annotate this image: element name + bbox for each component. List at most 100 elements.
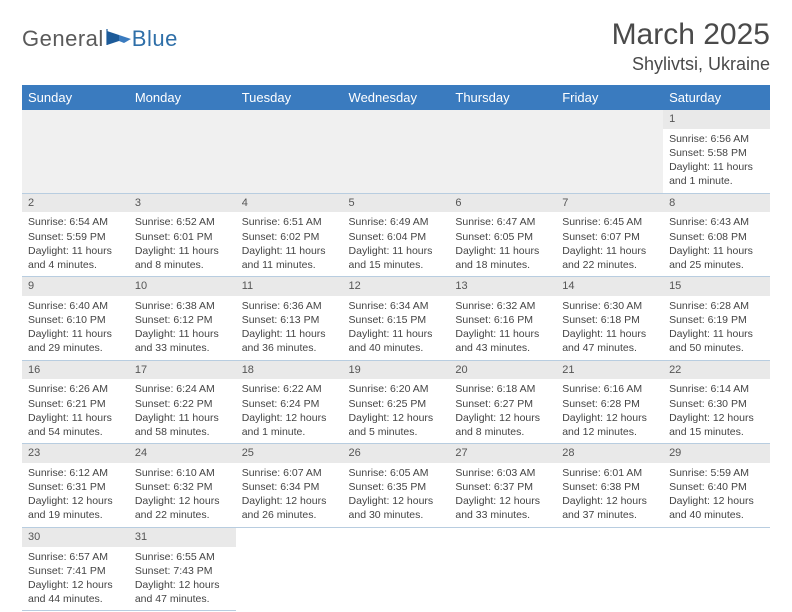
sunset-text: Sunset: 6:02 PM: [242, 230, 337, 244]
day-number: 29: [663, 444, 770, 463]
day-number: 10: [129, 277, 236, 296]
day-info: Sunrise: 6:30 AMSunset: 6:18 PMDaylight:…: [556, 296, 663, 360]
title-location: Shylivtsi, Ukraine: [612, 54, 770, 75]
daylight-text: Daylight: 11 hours and 1 minute.: [669, 160, 764, 188]
calendar-day-cell: 30Sunrise: 6:57 AMSunset: 7:41 PMDayligh…: [22, 527, 129, 611]
sunrise-text: Sunrise: 6:18 AM: [455, 382, 550, 396]
day-info: Sunrise: 6:38 AMSunset: 6:12 PMDaylight:…: [129, 296, 236, 360]
sunrise-text: Sunrise: 6:57 AM: [28, 550, 123, 564]
calendar-row: 16Sunrise: 6:26 AMSunset: 6:21 PMDayligh…: [22, 360, 770, 444]
day-number: 25: [236, 444, 343, 463]
calendar-row: 1Sunrise: 6:56 AMSunset: 5:58 PMDaylight…: [22, 110, 770, 193]
calendar-empty-cell: [22, 110, 129, 193]
calendar-day-cell: 16Sunrise: 6:26 AMSunset: 6:21 PMDayligh…: [22, 360, 129, 444]
day-info: Sunrise: 6:26 AMSunset: 6:21 PMDaylight:…: [22, 379, 129, 443]
calendar-empty-cell: [663, 527, 770, 611]
sunset-text: Sunset: 6:18 PM: [562, 313, 657, 327]
day-number: 26: [343, 444, 450, 463]
day-info: Sunrise: 6:24 AMSunset: 6:22 PMDaylight:…: [129, 379, 236, 443]
daylight-text: Daylight: 11 hours and 58 minutes.: [135, 411, 230, 439]
sunset-text: Sunset: 6:24 PM: [242, 397, 337, 411]
calendar-day-cell: 10Sunrise: 6:38 AMSunset: 6:12 PMDayligh…: [129, 277, 236, 361]
day-number: 11: [236, 277, 343, 296]
daylight-text: Daylight: 11 hours and 25 minutes.: [669, 244, 764, 272]
weekday-header: Tuesday: [236, 85, 343, 110]
calendar-empty-cell: [449, 527, 556, 611]
sunrise-text: Sunrise: 6:56 AM: [669, 132, 764, 146]
calendar-empty-cell: [556, 110, 663, 193]
calendar-day-cell: 15Sunrise: 6:28 AMSunset: 6:19 PMDayligh…: [663, 277, 770, 361]
calendar-row: 2Sunrise: 6:54 AMSunset: 5:59 PMDaylight…: [22, 193, 770, 277]
calendar-empty-cell: [129, 110, 236, 193]
sunrise-text: Sunrise: 6:26 AM: [28, 382, 123, 396]
day-number: 4: [236, 194, 343, 213]
daylight-text: Daylight: 12 hours and 19 minutes.: [28, 494, 123, 522]
sunrise-text: Sunrise: 6:34 AM: [349, 299, 444, 313]
day-number: 5: [343, 194, 450, 213]
weekday-header: Wednesday: [343, 85, 450, 110]
day-number: 3: [129, 194, 236, 213]
calendar-day-cell: 27Sunrise: 6:03 AMSunset: 6:37 PMDayligh…: [449, 444, 556, 528]
sunset-text: Sunset: 6:37 PM: [455, 480, 550, 494]
sunset-text: Sunset: 6:13 PM: [242, 313, 337, 327]
title-block: March 2025 Shylivtsi, Ukraine: [612, 18, 770, 75]
day-info: Sunrise: 6:32 AMSunset: 6:16 PMDaylight:…: [449, 296, 556, 360]
day-info: Sunrise: 6:16 AMSunset: 6:28 PMDaylight:…: [556, 379, 663, 443]
day-number: 13: [449, 277, 556, 296]
weekday-header: Saturday: [663, 85, 770, 110]
title-month: March 2025: [612, 18, 770, 52]
daylight-text: Daylight: 11 hours and 15 minutes.: [349, 244, 444, 272]
calendar-empty-cell: [236, 110, 343, 193]
day-number: 15: [663, 277, 770, 296]
calendar-empty-cell: [343, 110, 450, 193]
day-info: Sunrise: 5:59 AMSunset: 6:40 PMDaylight:…: [663, 463, 770, 527]
calendar-day-cell: 17Sunrise: 6:24 AMSunset: 6:22 PMDayligh…: [129, 360, 236, 444]
sunrise-text: Sunrise: 6:05 AM: [349, 466, 444, 480]
sunrise-text: Sunrise: 6:07 AM: [242, 466, 337, 480]
day-info: Sunrise: 6:28 AMSunset: 6:19 PMDaylight:…: [663, 296, 770, 360]
sunrise-text: Sunrise: 6:55 AM: [135, 550, 230, 564]
calendar-day-cell: 6Sunrise: 6:47 AMSunset: 6:05 PMDaylight…: [449, 193, 556, 277]
weekday-header: Monday: [129, 85, 236, 110]
sunrise-text: Sunrise: 6:03 AM: [455, 466, 550, 480]
calendar-day-cell: 12Sunrise: 6:34 AMSunset: 6:15 PMDayligh…: [343, 277, 450, 361]
sunset-text: Sunset: 6:21 PM: [28, 397, 123, 411]
day-number: 2: [22, 194, 129, 213]
sunrise-text: Sunrise: 6:12 AM: [28, 466, 123, 480]
day-info: Sunrise: 6:45 AMSunset: 6:07 PMDaylight:…: [556, 212, 663, 276]
day-info: Sunrise: 6:57 AMSunset: 7:41 PMDaylight:…: [22, 547, 129, 611]
calendar-day-cell: 7Sunrise: 6:45 AMSunset: 6:07 PMDaylight…: [556, 193, 663, 277]
calendar-day-cell: 18Sunrise: 6:22 AMSunset: 6:24 PMDayligh…: [236, 360, 343, 444]
daylight-text: Daylight: 11 hours and 47 minutes.: [562, 327, 657, 355]
day-info: Sunrise: 6:47 AMSunset: 6:05 PMDaylight:…: [449, 212, 556, 276]
day-number: 20: [449, 361, 556, 380]
day-number: 22: [663, 361, 770, 380]
calendar-day-cell: 23Sunrise: 6:12 AMSunset: 6:31 PMDayligh…: [22, 444, 129, 528]
day-number: 23: [22, 444, 129, 463]
sunset-text: Sunset: 6:15 PM: [349, 313, 444, 327]
day-number: 1: [663, 110, 770, 129]
day-info: Sunrise: 6:01 AMSunset: 6:38 PMDaylight:…: [556, 463, 663, 527]
calendar-day-cell: 3Sunrise: 6:52 AMSunset: 6:01 PMDaylight…: [129, 193, 236, 277]
day-info: Sunrise: 6:07 AMSunset: 6:34 PMDaylight:…: [236, 463, 343, 527]
day-number: 12: [343, 277, 450, 296]
daylight-text: Daylight: 11 hours and 54 minutes.: [28, 411, 123, 439]
day-info: Sunrise: 6:36 AMSunset: 6:13 PMDaylight:…: [236, 296, 343, 360]
daylight-text: Daylight: 12 hours and 5 minutes.: [349, 411, 444, 439]
day-number: 16: [22, 361, 129, 380]
sunset-text: Sunset: 6:08 PM: [669, 230, 764, 244]
sunrise-text: Sunrise: 6:54 AM: [28, 215, 123, 229]
sunrise-text: Sunrise: 6:38 AM: [135, 299, 230, 313]
sunrise-text: Sunrise: 6:45 AM: [562, 215, 657, 229]
sunset-text: Sunset: 6:28 PM: [562, 397, 657, 411]
sunset-text: Sunset: 6:27 PM: [455, 397, 550, 411]
calendar-day-cell: 28Sunrise: 6:01 AMSunset: 6:38 PMDayligh…: [556, 444, 663, 528]
sunrise-text: Sunrise: 6:52 AM: [135, 215, 230, 229]
sunrise-text: Sunrise: 6:32 AM: [455, 299, 550, 313]
sunrise-text: Sunrise: 6:28 AM: [669, 299, 764, 313]
sunset-text: Sunset: 6:38 PM: [562, 480, 657, 494]
day-info: Sunrise: 6:22 AMSunset: 6:24 PMDaylight:…: [236, 379, 343, 443]
sunset-text: Sunset: 6:34 PM: [242, 480, 337, 494]
daylight-text: Daylight: 11 hours and 11 minutes.: [242, 244, 337, 272]
calendar-day-cell: 31Sunrise: 6:55 AMSunset: 7:43 PMDayligh…: [129, 527, 236, 611]
